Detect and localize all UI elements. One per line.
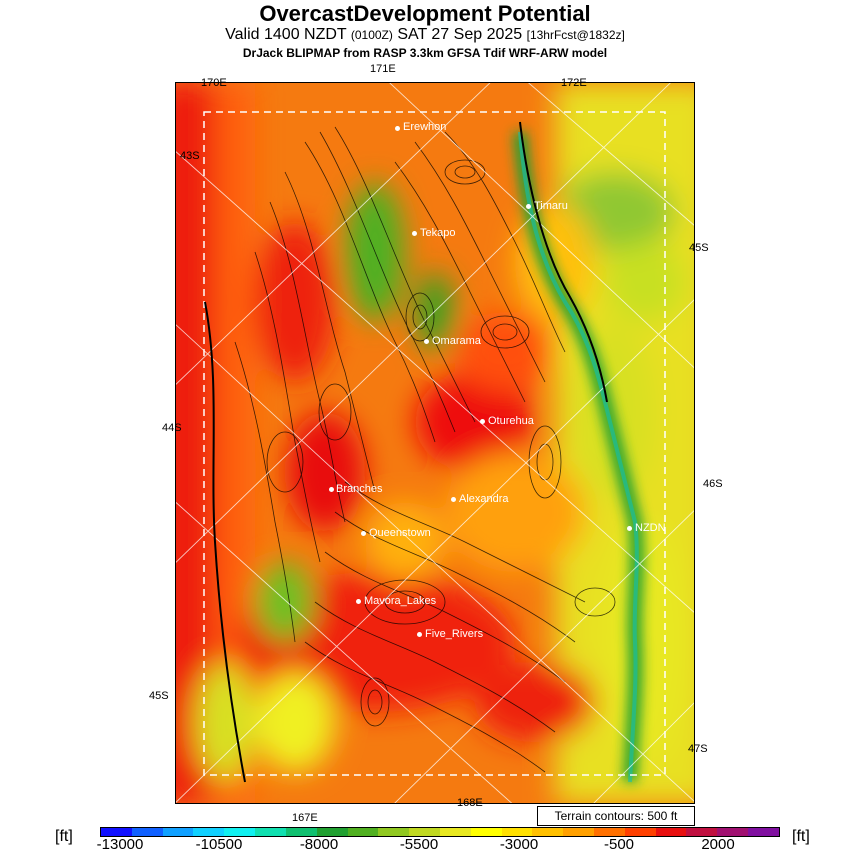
color-scale-segment bbox=[285, 828, 317, 836]
town-label-branches: Branches bbox=[336, 483, 383, 495]
lat-label-46s: 46S bbox=[703, 478, 723, 490]
color-scale-segment bbox=[409, 828, 440, 836]
lat-label-45s-left: 45S bbox=[149, 690, 169, 702]
town-label-timaru: Timaru bbox=[534, 200, 568, 212]
model-source: DrJack BLIPMAP from RASP 3.3km GFSA Tdif… bbox=[242, 46, 608, 60]
lon-label-170e: 170E bbox=[201, 77, 227, 89]
lon-label-172e: 172E bbox=[561, 77, 587, 89]
town-label-oturehua: Oturehua bbox=[488, 415, 534, 427]
town-label-mavora-lakes: Mavora_Lakes bbox=[364, 595, 437, 607]
town-dot-mavora-lakes bbox=[356, 599, 361, 604]
unit-label-right: [ft] bbox=[792, 828, 810, 845]
lon-label-168e: 168E bbox=[457, 797, 483, 809]
graticule bbox=[175, 82, 695, 804]
color-scale-segment bbox=[501, 828, 533, 836]
town-label-queenstown: Queenstown bbox=[369, 527, 431, 539]
color-scale-segment bbox=[378, 828, 410, 836]
scale-tick: -3000 bbox=[499, 836, 539, 853]
lon-label-167e: 167E bbox=[292, 812, 318, 824]
town-dot-five-rivers bbox=[417, 632, 422, 637]
town-dot-tekapo bbox=[412, 231, 417, 236]
lat-label-44s: 44S bbox=[162, 422, 182, 434]
color-scale-segment bbox=[347, 828, 379, 836]
town-label-erewhon: Erewhon bbox=[403, 121, 447, 133]
color-scale-segment bbox=[655, 828, 687, 836]
color-scale-segment bbox=[624, 828, 656, 836]
terrain-contour-note: Terrain contours: 500 ft bbox=[537, 806, 695, 826]
lat-label-43s: 43S bbox=[180, 150, 200, 162]
town-dot-omarama bbox=[424, 339, 429, 344]
color-scale-segment bbox=[224, 828, 256, 836]
unit-label-left: [ft] bbox=[55, 828, 73, 845]
town-dot-branches bbox=[329, 487, 334, 492]
coastal-cyan-line bbox=[518, 131, 639, 783]
town-dot-timaru bbox=[526, 204, 531, 209]
town-dot-queenstown bbox=[361, 531, 366, 536]
color-scale-segment bbox=[101, 828, 132, 836]
lat-label-47s: 47S bbox=[688, 743, 708, 755]
valid-date: SAT 27 Sep 2025 bbox=[392, 26, 527, 43]
town-dot-oturehua bbox=[480, 419, 485, 424]
map-panel: 170E 172E bbox=[175, 77, 695, 804]
color-scale bbox=[100, 827, 780, 837]
scale-tick: -5500 bbox=[399, 836, 439, 853]
scale-tick: -13000 bbox=[96, 836, 144, 853]
color-scale-segment bbox=[316, 828, 348, 836]
lat-label-45s-right: 45S bbox=[689, 242, 709, 254]
town-label-omarama: Omarama bbox=[432, 335, 481, 347]
forecast-stamp: [13hrFcst@1832z] bbox=[526, 28, 625, 42]
color-scale-segment bbox=[131, 828, 163, 836]
town-label-alexandra: Alexandra bbox=[459, 493, 509, 505]
color-scale-segment bbox=[193, 828, 225, 836]
color-scale-segment bbox=[255, 828, 286, 836]
map-svg bbox=[175, 82, 695, 804]
valid-prefix: Valid 1400 NZDT bbox=[225, 26, 351, 43]
color-scale-segment bbox=[563, 828, 594, 836]
color-scale-segment bbox=[594, 828, 625, 836]
scale-tick: -10500 bbox=[195, 836, 243, 853]
lon-label-top-171e: 171E bbox=[370, 63, 396, 75]
valid-zone: (0100Z) bbox=[350, 28, 393, 42]
color-scale-segment bbox=[686, 828, 718, 836]
map-border bbox=[175, 82, 695, 804]
domain-boundary bbox=[203, 111, 666, 776]
color-scale-segment bbox=[470, 828, 502, 836]
color-scale-segment bbox=[717, 828, 749, 836]
town-label-nzdn: NZDN bbox=[635, 522, 666, 534]
scale-tick: -500 bbox=[603, 836, 635, 853]
town-dot-erewhon bbox=[395, 126, 400, 131]
valid-time: Valid 1400 NZDT (0100Z) SAT 27 Sep 2025 … bbox=[0, 25, 850, 45]
color-scale-segment bbox=[748, 828, 779, 836]
terrain-contours bbox=[234, 126, 616, 773]
color-scale-segment bbox=[162, 828, 194, 836]
map-title: OvercastDevelopment Potential bbox=[259, 1, 591, 26]
coastline bbox=[204, 121, 608, 783]
color-scale-segment bbox=[532, 828, 564, 836]
scale-tick: 2000 bbox=[701, 836, 735, 853]
scale-tick: -8000 bbox=[299, 836, 339, 853]
town-label-five-rivers: Five_Rivers bbox=[425, 628, 484, 640]
town-dot-alexandra bbox=[451, 497, 456, 502]
town-dot-nzdn bbox=[627, 526, 632, 531]
town-label-tekapo: Tekapo bbox=[420, 227, 456, 239]
color-scale-segment bbox=[439, 828, 471, 836]
